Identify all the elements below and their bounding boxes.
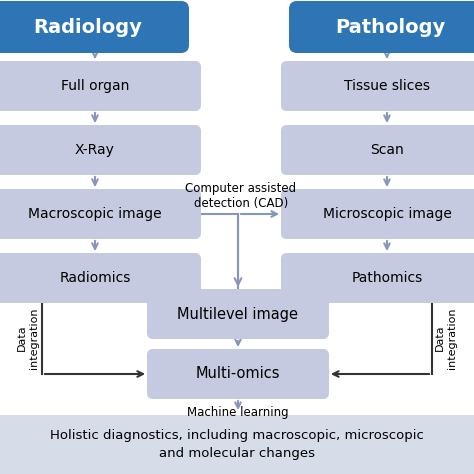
FancyBboxPatch shape: [0, 189, 201, 239]
Text: Radiology: Radiology: [34, 18, 143, 36]
Text: Multilevel image: Multilevel image: [177, 307, 299, 321]
FancyBboxPatch shape: [0, 125, 201, 175]
Text: Machine learning: Machine learning: [187, 406, 289, 419]
FancyBboxPatch shape: [0, 253, 201, 303]
Text: Data
integration: Data integration: [435, 307, 457, 369]
FancyBboxPatch shape: [281, 253, 474, 303]
FancyBboxPatch shape: [0, 415, 474, 474]
FancyBboxPatch shape: [0, 61, 201, 111]
Text: Data
integration: Data integration: [17, 307, 39, 369]
Text: Multi-omics: Multi-omics: [196, 366, 280, 382]
Text: Pathology: Pathology: [335, 18, 445, 36]
Text: Radiomics: Radiomics: [59, 271, 131, 285]
FancyBboxPatch shape: [147, 349, 329, 399]
Text: Microscopic image: Microscopic image: [323, 207, 451, 221]
Text: Tissue slices: Tissue slices: [344, 79, 430, 93]
FancyBboxPatch shape: [281, 125, 474, 175]
Text: Macroscopic image: Macroscopic image: [28, 207, 162, 221]
Text: Pathomics: Pathomics: [351, 271, 423, 285]
FancyBboxPatch shape: [281, 189, 474, 239]
FancyBboxPatch shape: [147, 289, 329, 339]
FancyBboxPatch shape: [289, 1, 474, 53]
FancyBboxPatch shape: [281, 61, 474, 111]
Text: Full organ: Full organ: [61, 79, 129, 93]
Text: Scan: Scan: [370, 143, 404, 157]
Text: Computer assisted
detection (CAD): Computer assisted detection (CAD): [185, 182, 297, 210]
Text: X-Ray: X-Ray: [75, 143, 115, 157]
Text: Holistic diagnostics, including macroscopic, microscopic
and molecular changes: Holistic diagnostics, including macrosco…: [50, 429, 424, 461]
FancyBboxPatch shape: [0, 1, 189, 53]
